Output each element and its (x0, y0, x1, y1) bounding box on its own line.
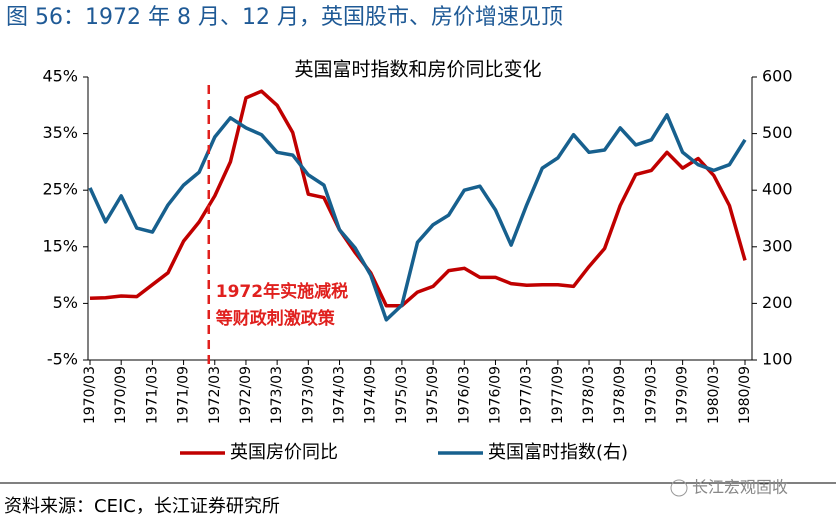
source: 资料来源：CEIC，长江证券研究所 (4, 496, 280, 517)
x-tick-label: 1980/03 (706, 366, 722, 424)
chart-title: 英国富时指数和房价同比变化 (294, 59, 541, 81)
watermark: 长江宏观固收 (692, 478, 788, 497)
legend-label: 英国房价同比 (230, 442, 338, 463)
x-tick-label: 1972/09 (238, 366, 254, 424)
y2-tick-label: 200 (762, 293, 793, 312)
annotation-text: 1972年实施减税 (216, 281, 348, 302)
x-tick-label: 1978/09 (612, 366, 628, 424)
series-line (89, 89, 747, 308)
y2-tick-label: 500 (762, 123, 793, 142)
x-tick-label: 1974/03 (332, 366, 348, 424)
x-tick-label: 1976/03 (456, 366, 472, 424)
y2-tick-label: 100 (762, 350, 793, 369)
x-tick-label: 1973/03 (269, 366, 285, 424)
y-tick-label: 15% (42, 236, 78, 255)
annotation-text: 等财政刺激政策 (216, 308, 336, 329)
x-tick-label: 1978/03 (581, 366, 597, 424)
x-tick-label: 1979/09 (675, 366, 691, 424)
x-tick-label: 1975/09 (425, 366, 441, 424)
x-tick-label: 1976/09 (487, 366, 503, 424)
y-tick-label: 45% (42, 67, 78, 86)
x-tick-label: 1972/03 (207, 366, 223, 424)
y-tick-label: 35% (42, 123, 78, 142)
x-tick-label: 1974/09 (363, 366, 379, 424)
x-tick-label: 1979/03 (643, 366, 659, 424)
y-tick-label: 5% (53, 293, 78, 312)
x-tick-label: 1970/03 (82, 366, 98, 424)
series-line (88, 113, 747, 322)
x-tick-label: 1970/09 (113, 366, 129, 424)
x-tick-label: 1977/03 (519, 366, 535, 424)
y2-tick-label: 300 (762, 236, 793, 255)
x-tick-label: 1977/09 (550, 366, 566, 424)
y2-tick-label: 400 (762, 180, 793, 199)
y2-tick-label: 600 (762, 67, 793, 86)
x-tick-label: 1980/09 (737, 366, 753, 424)
figure-title: 图 56：1972 年 8 月、12 月，英国股市、房价增速见顶 (6, 5, 563, 30)
x-tick-label: 1971/09 (176, 366, 192, 424)
x-tick-label: 1975/03 (394, 366, 410, 424)
y-tick-label: 25% (42, 180, 78, 199)
legend-label: 英国富时指数(右) (488, 442, 628, 463)
y-tick-label: -5% (47, 350, 78, 369)
watermark-icon (670, 479, 688, 497)
x-tick-label: 1973/09 (300, 366, 316, 424)
x-tick-label: 1971/03 (144, 366, 160, 424)
